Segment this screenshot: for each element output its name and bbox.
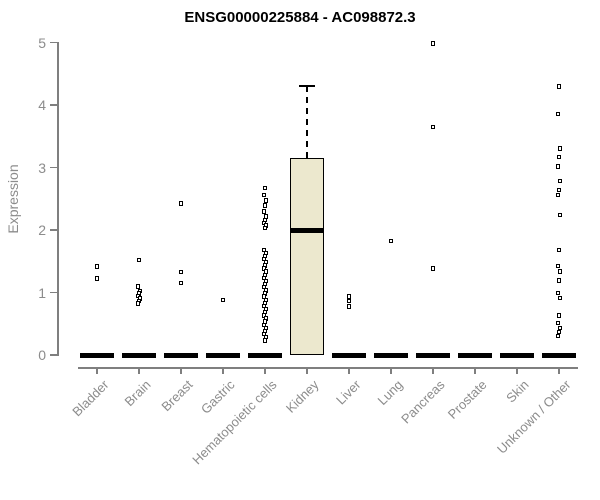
whisker-cap	[299, 85, 315, 88]
chart-title: ENSG00000225884 - AC098872.3	[184, 9, 416, 26]
outlier-point	[262, 225, 267, 231]
outlier-point	[557, 178, 562, 184]
outlier-point	[262, 338, 267, 343]
collapsed-box	[416, 352, 450, 358]
median-line	[290, 227, 324, 233]
outlier-point	[388, 238, 393, 244]
outlier-point	[261, 192, 266, 197]
outlier-point	[263, 198, 268, 203]
outlier-point	[557, 325, 562, 331]
outlier-point	[430, 125, 435, 130]
boxplot-box	[290, 158, 324, 355]
outlier-point	[94, 276, 99, 281]
outlier-point	[555, 290, 560, 296]
outlier-point	[555, 263, 560, 269]
y-axis-tick	[50, 229, 57, 231]
y-axis-tick	[50, 41, 57, 44]
outlier-point	[261, 209, 266, 214]
collapsed-box	[332, 352, 366, 358]
x-axis-tick	[348, 367, 350, 374]
outlier-point	[178, 280, 183, 286]
outlier-point	[178, 270, 183, 275]
outlier-point	[430, 266, 435, 271]
outlier-point	[346, 304, 351, 309]
outlier-point	[220, 297, 225, 302]
outlier-point	[556, 278, 561, 283]
outlier-point	[556, 187, 561, 192]
y-axis-tick	[50, 291, 57, 294]
collapsed-box	[542, 352, 576, 358]
outlier-point	[346, 294, 351, 299]
outlier-point	[135, 301, 140, 306]
outlier-point	[555, 111, 560, 117]
x-axis-tick	[516, 367, 518, 374]
outlier-point	[178, 201, 183, 206]
outlier-point	[262, 185, 267, 191]
whisker-line	[306, 86, 308, 159]
outlier-point	[430, 41, 435, 46]
outlier-point	[135, 284, 140, 289]
outlier-point	[557, 212, 562, 217]
collapsed-box	[80, 352, 114, 358]
outlier-point	[136, 257, 141, 262]
y-tick-label: 1	[38, 284, 46, 301]
x-axis-tick	[432, 367, 434, 374]
collapsed-box	[458, 352, 492, 358]
outlier-point	[262, 203, 267, 208]
collapsed-box	[500, 352, 534, 358]
collapsed-box	[122, 352, 156, 358]
x-axis-tick	[558, 367, 560, 374]
outlier-point	[556, 247, 561, 252]
outlier-point	[556, 155, 561, 160]
outlier-point	[557, 269, 562, 274]
outlier-point	[556, 313, 561, 318]
y-axis-tick	[50, 354, 57, 356]
y-tick-label: 2	[38, 222, 46, 238]
outlier-point	[555, 164, 560, 169]
x-axis-tick	[264, 367, 266, 374]
x-axis-tick	[180, 367, 182, 374]
outlier-point	[555, 320, 560, 326]
collapsed-box	[206, 352, 240, 358]
outlier-point	[346, 298, 351, 304]
y-axis-line	[57, 42, 59, 356]
x-axis-tick	[222, 367, 224, 374]
collapsed-box	[164, 352, 198, 358]
collapsed-box	[248, 352, 282, 358]
x-axis-tick	[306, 367, 308, 374]
outlier-point	[94, 264, 99, 269]
outlier-point	[556, 84, 561, 89]
y-tick-label: 5	[38, 34, 46, 51]
outlier-point	[555, 192, 560, 197]
x-axis-tick	[96, 367, 98, 374]
outlier-point	[557, 146, 562, 151]
y-tick-label: 3	[38, 159, 46, 176]
y-tick-label: 4	[38, 97, 46, 113]
outlier-point	[557, 295, 562, 301]
y-axis-tick	[50, 166, 57, 169]
x-axis-line	[78, 367, 578, 369]
x-axis-tick	[390, 367, 392, 374]
y-axis-tick	[50, 104, 57, 106]
x-axis-tick	[474, 367, 476, 374]
outlier-point	[555, 333, 560, 339]
y-tick-label: 0	[38, 347, 46, 363]
x-axis-tick	[138, 367, 140, 374]
collapsed-box	[374, 352, 408, 358]
